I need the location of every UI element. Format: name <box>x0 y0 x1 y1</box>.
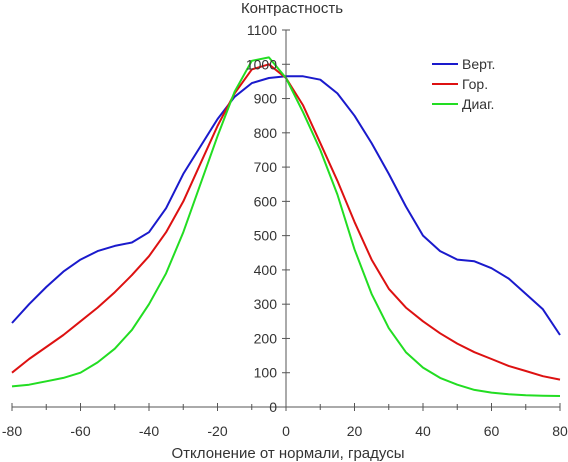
y-tick-label: 400 <box>254 262 278 278</box>
x-tick-label: -80 <box>2 423 22 439</box>
x-tick-label: -40 <box>139 423 159 439</box>
legend-label-1: Верт. <box>462 56 495 72</box>
x-tick-label: 20 <box>347 423 363 439</box>
x-tick-label: 80 <box>552 423 568 439</box>
y-tick-label: 600 <box>254 193 278 209</box>
x-tick-label: -60 <box>70 423 90 439</box>
x-tick-label: 60 <box>484 423 500 439</box>
y-tick-label: 800 <box>254 125 278 141</box>
y-tick-label: 200 <box>254 330 278 346</box>
y-tick-label: 700 <box>254 159 278 175</box>
legend-label-2: Гор. <box>462 76 488 92</box>
y-tick-label: 300 <box>254 296 278 312</box>
y-tick-label: 900 <box>254 91 278 107</box>
y-tick-label: 1100 <box>247 22 277 38</box>
y-tick-label: 0 <box>269 399 277 415</box>
legend-label-3: Диаг. <box>462 96 494 112</box>
x-tick-label: 40 <box>415 423 431 439</box>
x-tick-label: 0 <box>282 423 290 439</box>
axes-layer: -80 -60 -40 -20 0 20 40 60 800100200300400500600… <box>2 22 568 439</box>
legend: Верт. Гор. Диаг. <box>432 56 495 112</box>
chart-title: Контрастность <box>241 0 343 17</box>
y-tick-label: 500 <box>254 228 278 244</box>
x-axis-label: Отклонение от нормали, градусы <box>172 445 405 462</box>
x-tick-label: -20 <box>207 423 227 439</box>
y-tick-label: 1000 <box>246 56 277 72</box>
y-tick-label: 100 <box>254 365 278 381</box>
